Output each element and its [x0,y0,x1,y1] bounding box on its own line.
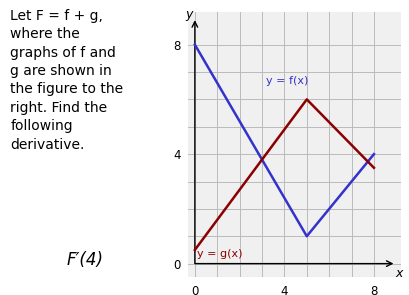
Text: Let F = f + g,
where the
graphs of f and
g are shown in
the figure to the
right.: Let F = f + g, where the graphs of f and… [10,9,123,152]
Text: x: x [395,267,402,280]
Text: F′(4): F′(4) [66,250,103,269]
Text: y = f(x): y = f(x) [267,76,309,86]
Text: y = g(x): y = g(x) [197,249,243,259]
Text: y: y [186,8,193,21]
